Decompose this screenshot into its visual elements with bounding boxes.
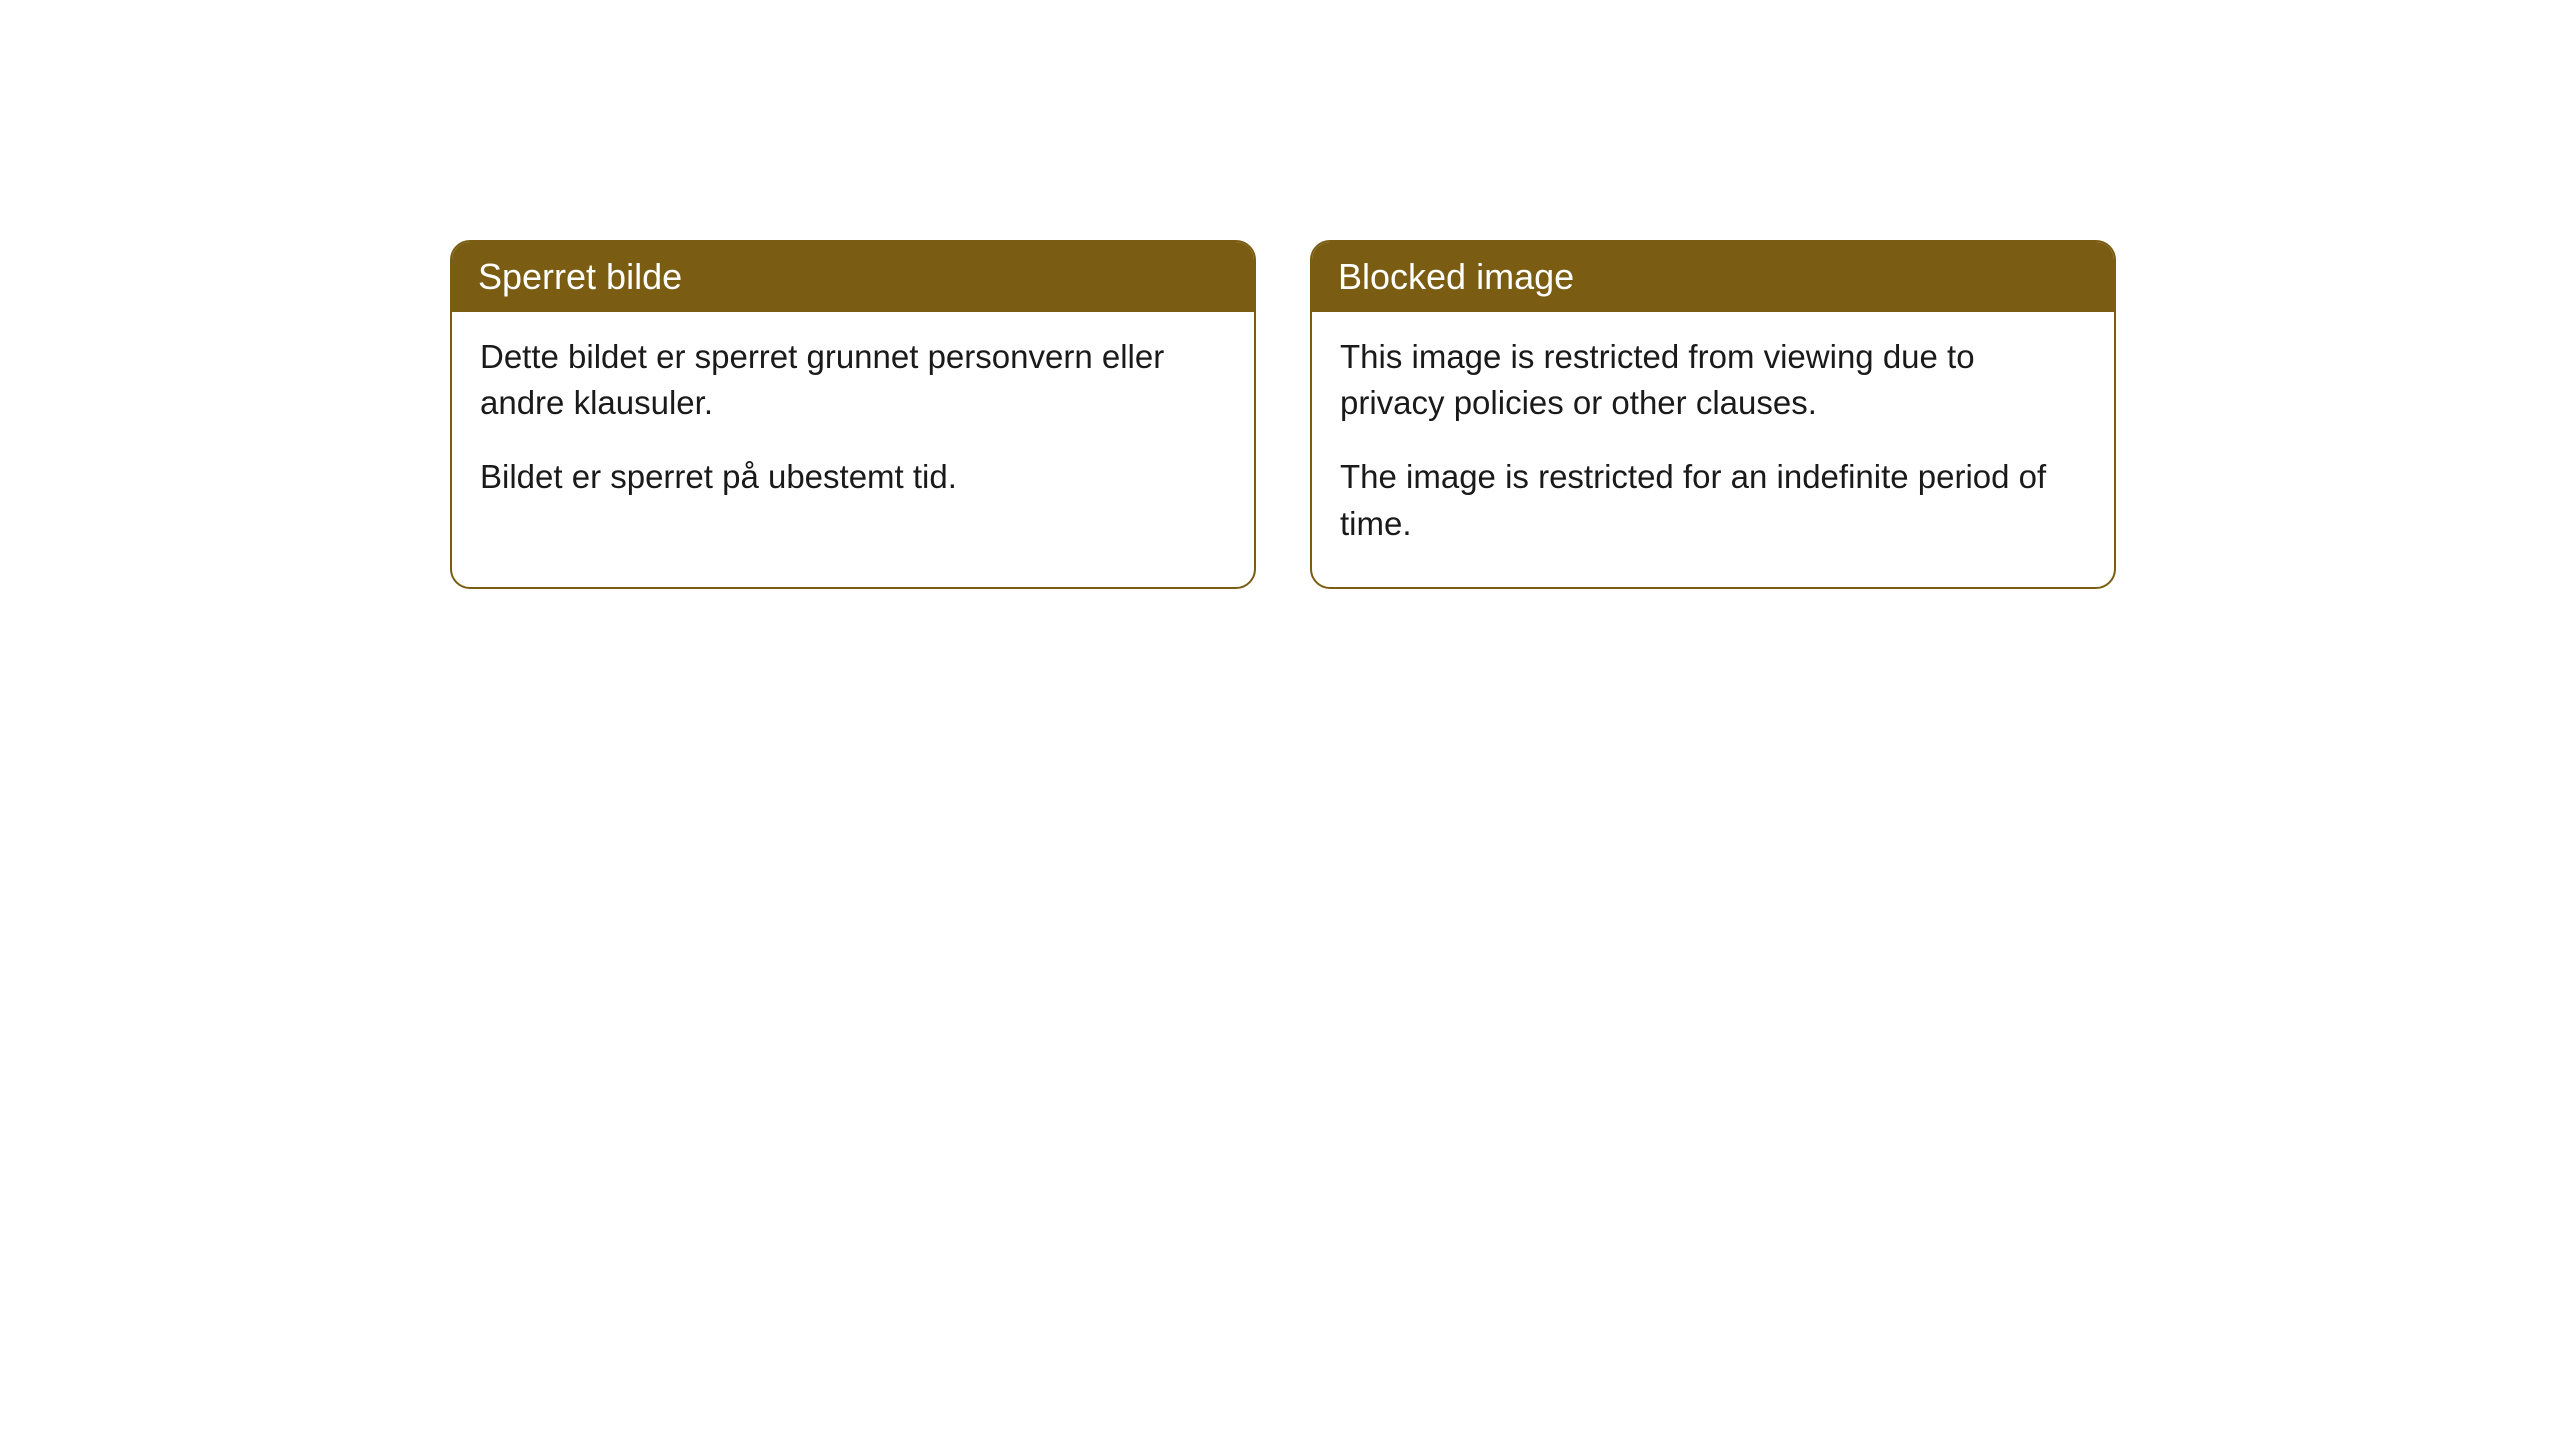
card-title: Sperret bilde [452,242,1254,312]
card-body: Dette bildet er sperret grunnet personve… [452,312,1254,541]
notice-container: Sperret bilde Dette bildet er sperret gr… [0,0,2560,589]
blocked-image-card-en: Blocked image This image is restricted f… [1310,240,2116,589]
card-body: This image is restricted from viewing du… [1312,312,2114,587]
card-paragraph-2: The image is restricted for an indefinit… [1340,454,2086,546]
card-paragraph-1: This image is restricted from viewing du… [1340,334,2086,426]
card-paragraph-2: Bildet er sperret på ubestemt tid. [480,454,1226,500]
card-paragraph-1: Dette bildet er sperret grunnet personve… [480,334,1226,426]
card-title: Blocked image [1312,242,2114,312]
blocked-image-card-no: Sperret bilde Dette bildet er sperret gr… [450,240,1256,589]
